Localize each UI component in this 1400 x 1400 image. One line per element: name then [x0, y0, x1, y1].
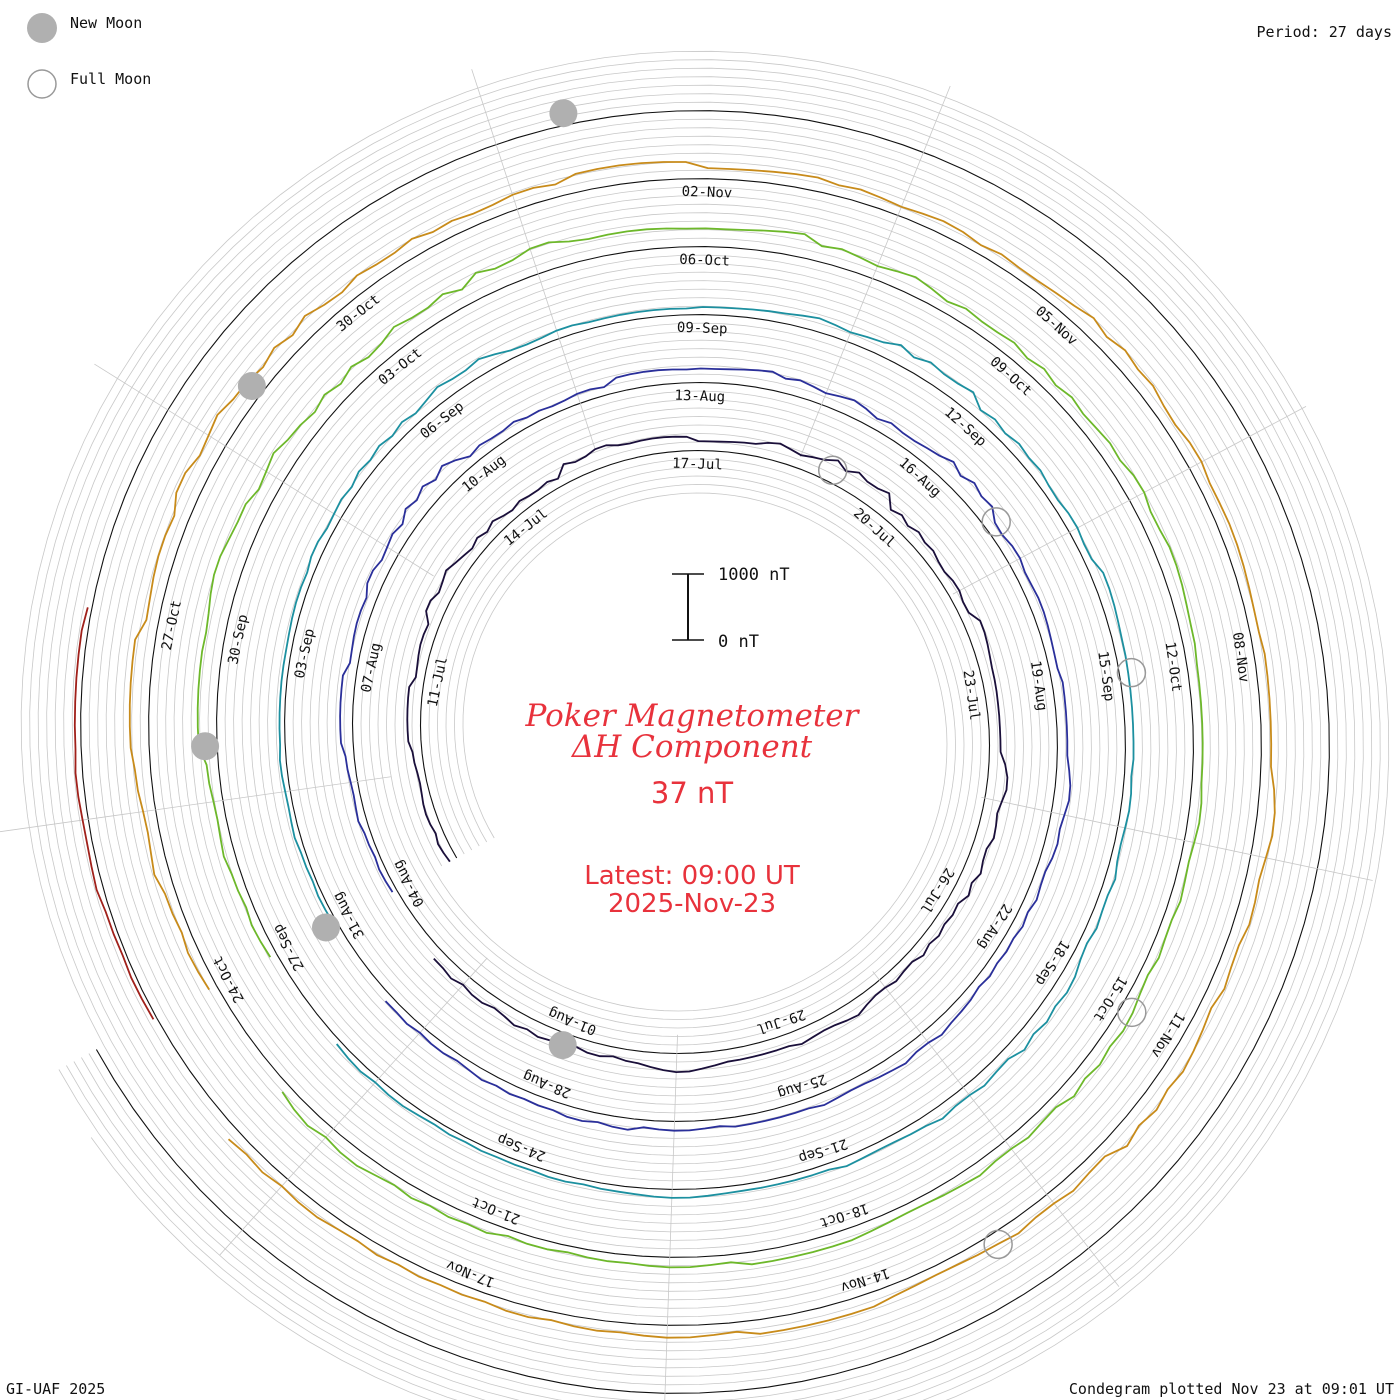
- scale-bar: 1000 nT 0 nT: [672, 565, 790, 652]
- day-spoke: [664, 1034, 678, 1400]
- date-label: 06-Oct: [679, 252, 730, 270]
- day-spoke: [0, 776, 391, 833]
- legend-new-moon-label: New Moon: [70, 14, 142, 32]
- date-label: 27-Oct: [159, 599, 185, 652]
- new-moon-marker: [548, 1031, 577, 1060]
- date-label: 30-Sep: [225, 613, 251, 666]
- date-label: 28-Aug: [521, 1067, 574, 1101]
- date-label: 15-Sep: [1094, 650, 1117, 702]
- new-moon-icon: [27, 13, 57, 43]
- date-label: 16-Aug: [896, 455, 944, 501]
- day-spokes: [0, 69, 1373, 1400]
- trace-0: [406, 435, 1009, 1073]
- full-moon-marker: [1116, 657, 1147, 688]
- day-spoke: [952, 406, 1307, 595]
- full-moon-marker: [983, 1229, 1013, 1260]
- scale-top-label: 1000 nT: [718, 565, 790, 585]
- day-spoke: [471, 69, 596, 450]
- grid-spiral: [29, 59, 1381, 1400]
- day-spoke: [872, 971, 1120, 1287]
- new-moon-marker: [549, 99, 578, 128]
- date-label: 21-Sep: [796, 1135, 849, 1166]
- trace-1: [339, 367, 1072, 1132]
- date-label: 23-Jul: [960, 669, 983, 721]
- legend-full-moon-label: Full Moon: [70, 70, 151, 88]
- date-label: 15-Oct: [1090, 973, 1130, 1024]
- latest-time: Latest: 09:00 UT: [584, 861, 800, 891]
- grid-spiral: [426, 484, 956, 1020]
- moon-markers: [191, 99, 1147, 1260]
- date-label: 18-Oct: [817, 1200, 870, 1231]
- date-label: 26-Jul: [917, 865, 957, 916]
- full-moon-marker: [817, 455, 848, 486]
- legend: New Moon Full Moon: [27, 13, 151, 99]
- day-spoke: [94, 363, 434, 577]
- trace-2: [278, 306, 1135, 1199]
- grid-spiral: [433, 492, 948, 1012]
- date-label: 08-Nov: [1229, 631, 1252, 683]
- credit-label: GI-UAF 2025: [6, 1380, 105, 1398]
- day-spoke: [219, 957, 488, 1256]
- date-label: 21-Oct: [470, 1193, 523, 1227]
- date-label: 13-Aug: [674, 388, 725, 406]
- full-moon-marker: [981, 507, 1011, 537]
- date-label: 01-Aug: [546, 1004, 599, 1038]
- period-label: Period: 27 days: [1257, 23, 1392, 41]
- day-spoke: [800, 85, 951, 457]
- chart-subtitle: ΔH Component: [571, 729, 813, 765]
- date-label: 29-Jul: [754, 1006, 807, 1037]
- date-label: 25-Aug: [775, 1070, 828, 1101]
- date-label: 09-Oct: [987, 354, 1035, 400]
- data-traces: [73, 161, 1276, 1339]
- date-label: 02-Nov: [681, 184, 732, 202]
- date-label: 11-Nov: [1147, 1009, 1187, 1060]
- latest-date: 2025-Nov-23: [608, 889, 776, 919]
- new-moon-marker: [311, 913, 340, 942]
- date-label: 22-Aug: [974, 901, 1014, 952]
- full-moon-marker: [1117, 997, 1147, 1028]
- grid-spiral: [20, 50, 1390, 1400]
- new-moon-marker: [191, 732, 220, 761]
- plotted-label: Condegram plotted Nov 23 at 09:01 UT: [1069, 1380, 1394, 1398]
- trace-4: [128, 161, 1276, 1339]
- date-label: 19-Aug: [1027, 660, 1050, 712]
- trace-5: [73, 607, 155, 1020]
- trace-3: [196, 227, 1204, 1269]
- date-label: 17-Nov: [444, 1256, 497, 1290]
- grid-spiral: [418, 475, 965, 1029]
- new-moon-marker: [237, 371, 266, 400]
- chart-title: Poker Magnetometer: [525, 698, 861, 734]
- date-label: 18-Sep: [1032, 937, 1072, 988]
- date-label: 20-Jul: [850, 505, 898, 551]
- day-spoke: [981, 796, 1373, 881]
- scale-bottom-label: 0 nT: [718, 632, 759, 652]
- current-value: 37 nT: [651, 776, 733, 810]
- full-moon-icon: [27, 69, 57, 99]
- date-label: 12-Oct: [1162, 641, 1185, 693]
- date-label: 09-Sep: [677, 320, 728, 338]
- date-label: 17-Jul: [672, 456, 723, 474]
- date-label: 14-Nov: [839, 1264, 892, 1295]
